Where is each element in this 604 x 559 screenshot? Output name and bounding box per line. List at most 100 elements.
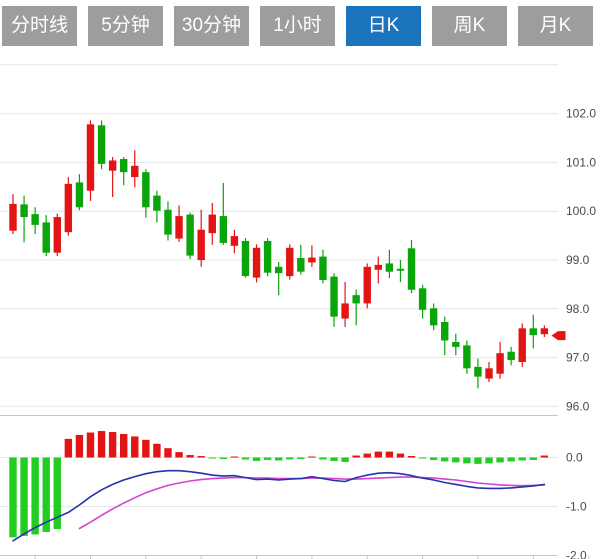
- macd-histogram-bar: [529, 457, 537, 460]
- tab-time-line[interactable]: 分时线: [2, 6, 77, 46]
- dea-line: [78, 476, 546, 530]
- macd-histogram-bar: [263, 457, 272, 460]
- macd-histogram-bar: [518, 457, 526, 461]
- macd-histogram-bar: [418, 457, 427, 459]
- candle-body: [75, 182, 84, 208]
- macd-histogram-bar: [319, 457, 327, 460]
- candle-body: [219, 216, 228, 243]
- candle-body: [64, 183, 73, 233]
- macd-histogram-bar: [186, 455, 194, 458]
- candle-body: [131, 165, 139, 178]
- macd-histogram-bar: [330, 457, 338, 461]
- macd-histogram-bar: [385, 451, 394, 458]
- macd-histogram-bar: [463, 457, 471, 464]
- macd-panel-area[interactable]: [0, 420, 558, 559]
- candle-body: [86, 124, 95, 191]
- macd-histogram-bar: [219, 457, 228, 459]
- macd-histogram-bar: [142, 439, 150, 458]
- candle-body: [142, 172, 150, 208]
- macd-histogram-bar: [452, 457, 460, 463]
- candle-body: [297, 258, 305, 272]
- candle-body: [518, 328, 526, 362]
- y-axis-label: 102.0: [566, 107, 596, 121]
- candle-body: [441, 321, 449, 341]
- candle-body: [20, 204, 28, 218]
- candle-body: [197, 229, 205, 260]
- candle-body: [42, 222, 50, 253]
- macd-histogram-bar: [230, 456, 239, 458]
- candle-body: [108, 160, 117, 171]
- y-axis-label: -1.0: [566, 500, 587, 514]
- candle-body: [319, 256, 327, 281]
- candle-body: [53, 217, 61, 253]
- y-axis-label: 98.0: [566, 302, 590, 316]
- candle-body: [186, 214, 194, 256]
- macd-histogram-bar: [97, 431, 106, 458]
- candle-body: [396, 268, 405, 271]
- candle-body: [429, 308, 438, 326]
- candle-body: [341, 303, 349, 319]
- macd-histogram-bar: [153, 443, 161, 458]
- y-axis-label: 97.0: [566, 351, 590, 365]
- candle-body: [374, 264, 383, 270]
- candle-body: [31, 214, 39, 225]
- y-axis-label: 99.0: [566, 253, 590, 267]
- candle-body: [363, 266, 371, 304]
- macd-histogram-bar: [131, 436, 139, 458]
- candle-body: [463, 345, 471, 369]
- tab-daily-k[interactable]: 日K: [346, 6, 421, 46]
- candle-body: [241, 240, 250, 277]
- tab-1hour[interactable]: 1小时: [260, 6, 335, 46]
- tab-30min[interactable]: 30分钟: [174, 6, 249, 46]
- candle-body: [352, 295, 360, 304]
- candle-body: [274, 266, 283, 274]
- macd-histogram-bar: [396, 453, 405, 458]
- macd-histogram-bar: [485, 457, 493, 464]
- macd-histogram-bar: [407, 456, 416, 458]
- macd-histogram-bar: [197, 456, 205, 458]
- candle-body: [286, 247, 294, 277]
- candle-body: [496, 353, 504, 374]
- macd-histogram-bar: [175, 452, 183, 458]
- y-axis-label: 101.0: [566, 155, 596, 169]
- candle-body: [507, 351, 515, 361]
- macd-histogram-bar: [108, 432, 117, 458]
- candle-body: [208, 214, 216, 234]
- candle-body: [164, 209, 172, 235]
- candle-body: [230, 236, 239, 246]
- macd-histogram-bar: [75, 434, 84, 458]
- candle-body: [540, 328, 549, 335]
- candle-body: [385, 263, 394, 272]
- candle-body: [97, 125, 106, 164]
- last-price-marker-icon: [551, 331, 566, 341]
- candle-body: [252, 247, 261, 278]
- macd-histogram-bar: [441, 457, 449, 462]
- macd-histogram-bar: [53, 457, 61, 530]
- macd-histogram-bar: [341, 457, 349, 462]
- macd-histogram-bar: [429, 457, 438, 460]
- macd-histogram-bar: [164, 448, 172, 458]
- tab-5min[interactable]: 5分钟: [88, 6, 163, 46]
- macd-histogram-bar: [474, 457, 482, 464]
- macd-histogram-bar: [363, 453, 371, 458]
- candle-body: [529, 328, 537, 336]
- tab-weekly-k[interactable]: 周K: [432, 6, 507, 46]
- macd-histogram-bar: [507, 457, 515, 462]
- y-axis-label: 0.0: [566, 451, 583, 465]
- macd-histogram-bar: [540, 455, 549, 458]
- macd-histogram-bar: [64, 438, 73, 458]
- candle-body: [9, 203, 17, 231]
- candle-body: [474, 366, 482, 377]
- macd-histogram-bar: [31, 457, 39, 535]
- candle-body: [153, 195, 161, 211]
- macd-histogram-bar: [241, 457, 250, 460]
- macd-histogram-bar: [297, 457, 305, 459]
- main-chart-area[interactable]: [0, 62, 558, 416]
- macd-histogram-bar: [42, 457, 50, 532]
- candle-body: [330, 276, 338, 317]
- macd-histogram-bar: [252, 457, 261, 461]
- macd-histogram-bar: [208, 457, 216, 459]
- tab-monthly-k[interactable]: 月K: [518, 6, 593, 46]
- candle-body: [452, 341, 460, 347]
